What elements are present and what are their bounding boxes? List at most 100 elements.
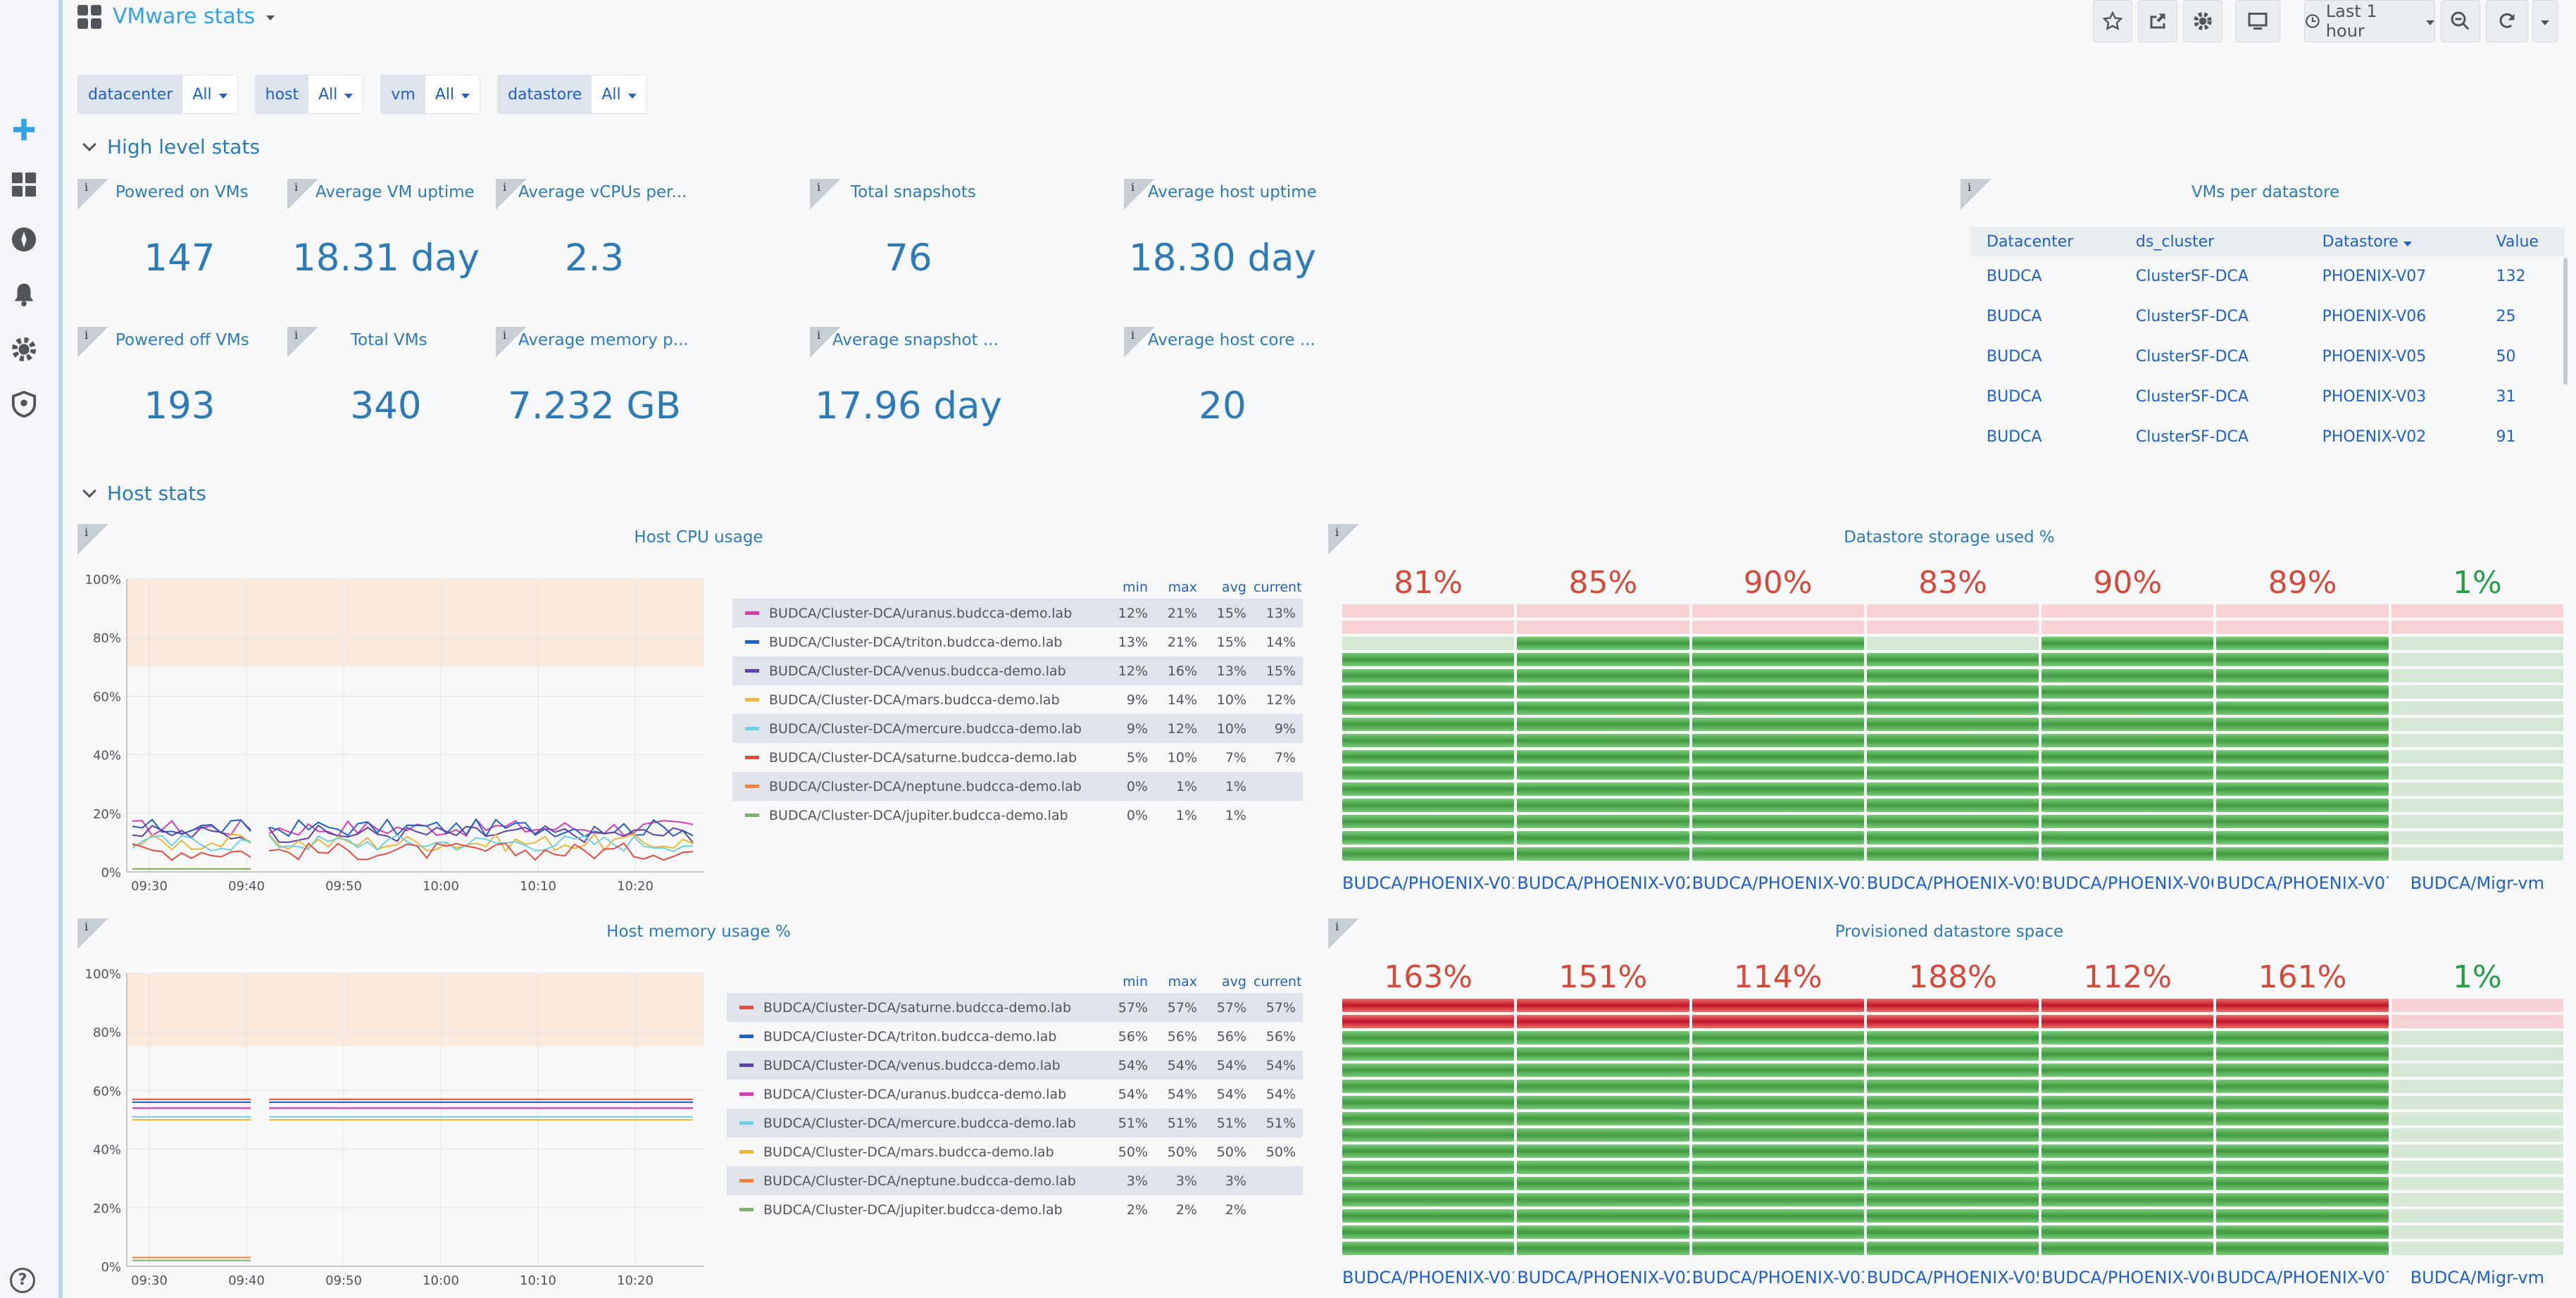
server-admin-shield-icon[interactable] (8, 389, 39, 420)
legend-row[interactable]: BUDCA/Cluster-DCA/triton.budcca-demo.lab… (727, 1022, 1303, 1051)
bar-gauge[interactable]: 1% BUDCA/Migr-vm (2391, 563, 2563, 894)
help-icon[interactable]: ? (10, 1268, 35, 1293)
legend-swatch[interactable] (739, 1150, 754, 1154)
legend-row[interactable]: BUDCA/Cluster-DCA/uranus.budcca-demo.lab… (727, 1080, 1303, 1109)
scrollbar[interactable] (2563, 258, 2568, 385)
refresh-button[interactable] (2486, 0, 2528, 42)
legend-series-name[interactable]: BUDCA/Cluster-DCA/triton.budcca-demo.lab (769, 634, 1063, 650)
legend-column-min[interactable]: min (1123, 974, 1148, 990)
info-icon[interactable]: i (1328, 918, 1359, 949)
legend-row[interactable]: BUDCA/Cluster-DCA/jupiter.budcca-demo.la… (727, 1195, 1303, 1224)
legend-swatch[interactable] (739, 1121, 754, 1125)
info-icon[interactable]: i (77, 179, 108, 210)
legend-series-name[interactable]: BUDCA/Cluster-DCA/uranus.budcca-demo.lab (769, 605, 1073, 621)
legend-swatch[interactable] (739, 1006, 754, 1009)
panel-title[interactable]: Powered on VMs (115, 183, 249, 201)
legend-column-max[interactable]: max (1168, 580, 1197, 595)
variable-select[interactable]: All (308, 75, 363, 113)
legend-series-name[interactable]: BUDCA/Cluster-DCA/venus.budcca-demo.lab (763, 1057, 1061, 1073)
legend-row[interactable]: BUDCA/Cluster-DCA/uranus.budcca-demo.lab… (732, 599, 1303, 628)
legend-column-current[interactable]: current (1253, 974, 1302, 990)
legend-swatch[interactable] (739, 1092, 754, 1096)
alerting-bell-icon[interactable] (8, 279, 39, 310)
legend-series-name[interactable]: BUDCA/Cluster-DCA/jupiter.budcca-demo.la… (763, 1202, 1063, 1218)
bar-gauge[interactable]: 151% BUDCA/PHOENIX-V02 (1517, 958, 1689, 1289)
tv-mode-button[interactable] (2235, 0, 2280, 42)
variable-select[interactable]: All (592, 75, 646, 113)
info-icon[interactable]: i (287, 179, 318, 210)
dashboard-picker[interactable]: VMware stats (77, 4, 275, 29)
refresh-interval-dropdown[interactable] (2532, 0, 2558, 42)
info-icon[interactable]: i (77, 918, 108, 949)
legend-series-name[interactable]: BUDCA/Cluster-DCA/neptune.budcca-demo.la… (769, 778, 1082, 794)
dashboard-title[interactable]: VMware stats (113, 4, 256, 29)
bar-gauge[interactable]: 83% BUDCA/PHOENIX-V05 (1866, 563, 2039, 894)
panel-title[interactable]: Host memory usage % (606, 923, 791, 941)
row-host-stats[interactable]: Host stats (82, 482, 206, 505)
legend-row[interactable]: BUDCA/Cluster-DCA/jupiter.budcca-demo.la… (732, 801, 1303, 830)
legend-swatch[interactable] (745, 611, 759, 615)
star-button[interactable] (2093, 0, 2132, 42)
legend-series-name[interactable]: BUDCA/Cluster-DCA/venus.budcca-demo.lab (769, 663, 1066, 679)
legend-series-name[interactable]: BUDCA/Cluster-DCA/neptune.budcca-demo.la… (763, 1173, 1076, 1189)
settings-button[interactable] (2183, 0, 2222, 42)
panel-title[interactable]: VMs per datastore (2191, 183, 2340, 201)
legend-swatch[interactable] (745, 698, 759, 701)
legend-row[interactable]: BUDCA/Cluster-DCA/mercure.budcca-demo.la… (732, 714, 1303, 743)
legend-swatch[interactable] (739, 1179, 754, 1182)
legend-row[interactable]: BUDCA/Cluster-DCA/saturne.budcca-demo.la… (727, 993, 1303, 1022)
bar-gauge[interactable]: 188% BUDCA/PHOENIX-V05 (1866, 958, 2039, 1289)
legend-series-name[interactable]: BUDCA/Cluster-DCA/mercure.budcca-demo.la… (769, 720, 1082, 737)
bar-gauge[interactable]: 114% BUDCA/PHOENIX-V03 (1692, 958, 1864, 1289)
info-icon[interactable]: i (77, 524, 108, 555)
info-icon[interactable]: i (287, 327, 318, 358)
panel-title[interactable]: Average snapshot ... (832, 331, 999, 349)
legend-column-current[interactable]: current (1253, 580, 1302, 595)
bar-gauge[interactable]: 1% BUDCA/Migr-vm (2391, 958, 2563, 1289)
info-icon[interactable]: i (1328, 524, 1359, 555)
panel-title[interactable]: Total VMs (351, 331, 427, 349)
column-header[interactable]: ds_cluster (2118, 227, 2306, 256)
zoom-out-button[interactable] (2441, 0, 2480, 42)
configuration-gear-icon[interactable] (8, 334, 39, 365)
info-icon[interactable]: i (810, 179, 841, 210)
info-icon[interactable]: i (77, 327, 108, 358)
legend-swatch[interactable] (739, 1208, 754, 1211)
legend-column-avg[interactable]: avg (1222, 580, 1246, 595)
info-icon[interactable]: i (1124, 327, 1155, 358)
legend-column-max[interactable]: max (1168, 974, 1197, 990)
legend-series-name[interactable]: BUDCA/Cluster-DCA/mercure.budcca-demo.la… (763, 1115, 1076, 1131)
legend-swatch[interactable] (745, 669, 759, 673)
bar-gauge[interactable]: 89% BUDCA/PHOENIX-V07 (2216, 563, 2389, 894)
variable-select[interactable]: All (182, 75, 237, 113)
panel-title[interactable]: Average host uptime (1148, 183, 1317, 201)
legend-row[interactable]: BUDCA/Cluster-DCA/venus.budcca-demo.lab 1… (732, 656, 1303, 685)
row-high-level-stats[interactable]: High level stats (82, 135, 260, 158)
legend-swatch[interactable] (745, 756, 759, 759)
panel-title[interactable]: Total snapshots (851, 183, 976, 201)
column-header[interactable]: Value (2479, 227, 2565, 256)
panel-title[interactable]: Host CPU usage (634, 528, 763, 547)
legend-series-name[interactable]: BUDCA/Cluster-DCA/saturne.budcca-demo.la… (763, 999, 1072, 1016)
legend-series-name[interactable]: BUDCA/Cluster-DCA/mars.budcca-demo.lab (769, 692, 1060, 708)
info-icon[interactable]: i (810, 327, 841, 358)
time-picker-button[interactable]: Last 1 hour (2304, 0, 2435, 42)
explore-compass-icon[interactable] (8, 224, 39, 255)
info-icon[interactable]: i (1961, 179, 1992, 210)
host-memory-chart[interactable]: 100% 80% 60% 40% 20% 0% 09:30 09:40 09:50 10:00 10… (77, 958, 718, 1296)
host-cpu-chart[interactable]: 100% 80% 60% 40% 20% 0% 09:30 09:40 09:50 10:00 10… (77, 563, 718, 901)
create-plus-icon[interactable] (8, 114, 39, 145)
legend-row[interactable]: BUDCA/Cluster-DCA/mars.budcca-demo.lab 50… (727, 1137, 1303, 1166)
legend-swatch[interactable] (739, 1035, 754, 1038)
variable-select[interactable]: All (425, 75, 480, 113)
panel-title[interactable]: Average vCPUs per... (518, 183, 687, 201)
column-header[interactable]: Datacenter (1970, 227, 2119, 256)
legend-row[interactable]: BUDCA/Cluster-DCA/saturne.budcca-demo.la… (732, 743, 1303, 772)
bar-gauge[interactable]: 81% BUDCA/PHOENIX-V01 (1342, 563, 1515, 894)
legend-row[interactable]: BUDCA/Cluster-DCA/neptune.budcca-demo.la… (732, 772, 1303, 801)
column-header-sorted[interactable]: Datastore (2305, 227, 2480, 256)
dashboards-icon[interactable] (8, 169, 39, 200)
legend-swatch[interactable] (745, 785, 759, 788)
legend-row[interactable]: BUDCA/Cluster-DCA/mercure.budcca-demo.la… (727, 1109, 1303, 1137)
legend-swatch[interactable] (739, 1063, 754, 1067)
